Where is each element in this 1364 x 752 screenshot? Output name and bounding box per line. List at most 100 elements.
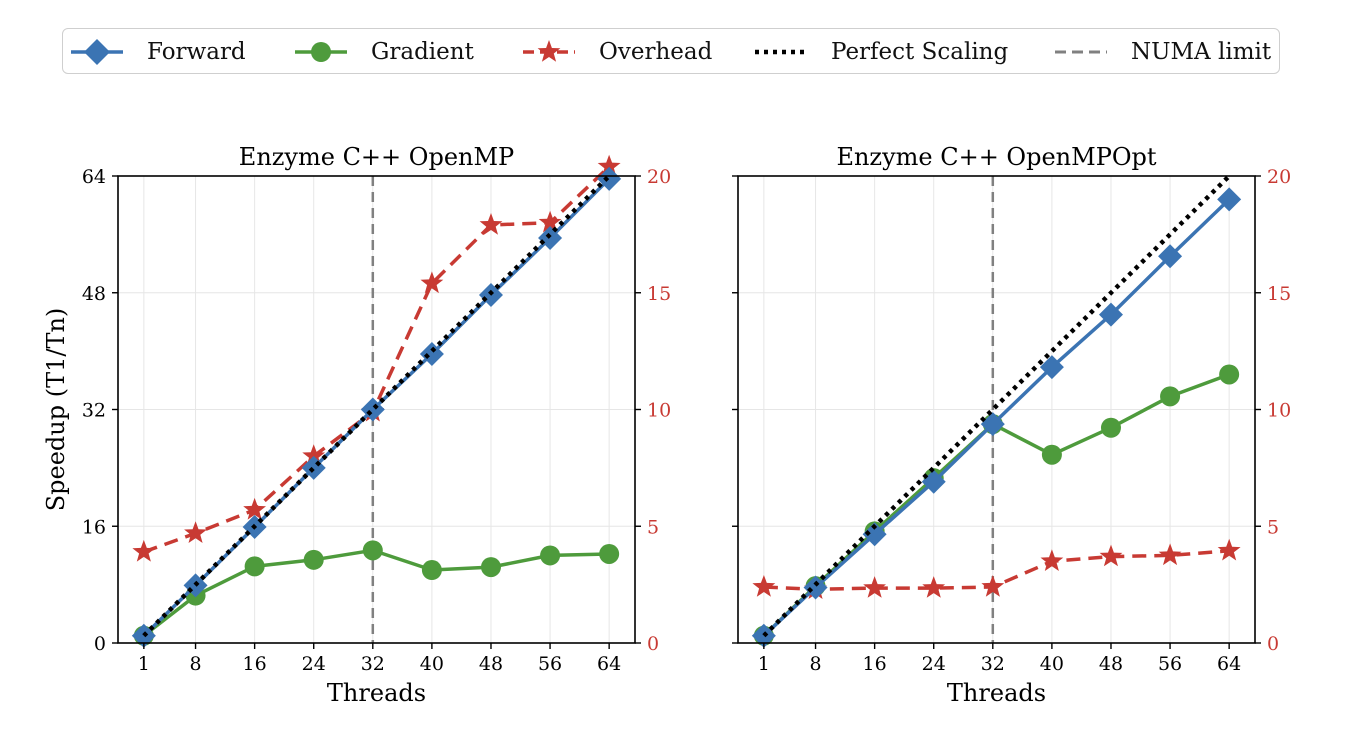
- x-tick-label: 16: [863, 653, 887, 675]
- series-line-gradient: [762, 372, 1230, 637]
- gradient-point: [1041, 444, 1062, 465]
- legend-label-forward: Forward: [147, 39, 246, 65]
- overhead-point: [1217, 538, 1241, 561]
- gradient-point: [244, 556, 265, 577]
- y2-tick-label: 10: [647, 400, 671, 422]
- x-axis-label: Threads: [947, 679, 1046, 707]
- legend-item-gradient: Gradient: [293, 29, 474, 75]
- x-tick-label: 40: [1040, 653, 1064, 675]
- x-tick-label: 32: [981, 653, 1005, 675]
- forward-point: [1098, 302, 1123, 327]
- forward-point: [980, 412, 1005, 437]
- legend-swatch-forward: [71, 39, 123, 65]
- forward-point: [1158, 244, 1183, 269]
- legend-label-overhead: Overhead: [599, 39, 713, 65]
- gradient-point: [421, 560, 442, 581]
- y2-tick-label: 20: [647, 166, 671, 188]
- overhead-point: [1099, 544, 1123, 567]
- x-tick-label: 8: [190, 653, 202, 675]
- x-tick-label: 32: [361, 653, 385, 675]
- chart-panel-1: 1 8 16 24 32 40 48 56 64 0 16 32 48 64 0 5 10 15 20 Enzyme …: [42, 143, 671, 707]
- y2-tick-label: 0: [1267, 633, 1279, 655]
- chart-title: Enzyme C++ OpenMP: [239, 143, 514, 171]
- overhead-point: [863, 576, 886, 598]
- forward-point: [301, 455, 326, 480]
- series-line-perfect-scaling: [762, 174, 1231, 638]
- forward-point: [360, 397, 385, 422]
- x-tick-label: 24: [302, 653, 326, 675]
- overhead-point: [981, 575, 1005, 597]
- y2-tick-label: 20: [1267, 166, 1291, 188]
- forward-point: [538, 226, 563, 251]
- y2-tick-label: 5: [1267, 516, 1279, 538]
- series-line-overhead: [143, 165, 611, 554]
- gradient-point: [599, 543, 620, 564]
- x-tick-label: 24: [922, 653, 946, 675]
- gradient-point: [480, 557, 501, 578]
- y-tick-label: 64: [82, 166, 106, 188]
- gradient-point: [1100, 417, 1121, 438]
- x-tick-label: 48: [479, 653, 503, 675]
- x-tick-label: 64: [597, 653, 621, 675]
- forward-point: [803, 575, 828, 600]
- y-tick-label: 16: [82, 516, 106, 538]
- y-tick-label: 32: [82, 400, 106, 422]
- overhead-point: [184, 521, 207, 543]
- overhead-point: [420, 271, 444, 294]
- legend-swatch-overhead: [523, 40, 575, 62]
- overhead-point: [479, 213, 503, 235]
- x-axis-label: Threads: [327, 679, 426, 707]
- overhead-point: [243, 497, 266, 520]
- y-tick-label: 48: [82, 283, 106, 305]
- x-tick-label: 64: [1217, 653, 1241, 675]
- x-tick-label: 1: [758, 653, 770, 675]
- y2-tick-label: 15: [647, 283, 671, 305]
- legend-swatch-gradient: [295, 42, 347, 62]
- chart-panel-2: 1 8 16 24 32 40 48 56 64 0 5 10 15 20 Enzyme C++ OpenM…: [732, 143, 1291, 707]
- overhead-point: [1158, 543, 1182, 566]
- legend-label-perfect-scaling: Perfect Scaling: [831, 39, 1009, 65]
- x-tick-label: 56: [1158, 653, 1182, 675]
- overhead-point: [538, 210, 562, 233]
- legend-item-perfect-scaling: Perfect Scaling: [753, 29, 1008, 75]
- legend-item-overhead: Overhead: [521, 29, 712, 75]
- y-tick-label: 0: [94, 633, 106, 655]
- series-line-gradient: [142, 548, 610, 638]
- overhead-point: [1040, 549, 1064, 571]
- gradient-point: [1160, 386, 1181, 407]
- x-tick-label: 56: [538, 653, 562, 675]
- x-tick-label: 1: [138, 653, 150, 675]
- x-tick-label: 40: [420, 653, 444, 675]
- series-line-perfect-scaling: [142, 174, 611, 638]
- x-tick-label: 48: [1099, 653, 1123, 675]
- legend-item-numa-limit: NUMA limit: [1053, 29, 1271, 75]
- gradient-point: [362, 540, 383, 561]
- gradient-point: [1219, 364, 1240, 385]
- y2-tick-label: 0: [647, 633, 659, 655]
- x-tick-label: 8: [810, 653, 822, 675]
- chart-legend: Forward Gradient Overhead Perfect Scalin…: [62, 28, 1280, 74]
- gradient-point: [303, 549, 324, 570]
- gradient-point: [540, 545, 561, 566]
- overhead-point: [922, 576, 946, 598]
- x-tick-label: 16: [243, 653, 267, 675]
- overhead-point: [752, 575, 776, 597]
- forward-point: [419, 342, 444, 367]
- legend-label-numa-limit: NUMA limit: [1131, 39, 1272, 65]
- overhead-point: [302, 444, 326, 466]
- forward-point: [1039, 355, 1064, 380]
- forward-point: [1217, 187, 1242, 212]
- legend-label-gradient: Gradient: [371, 39, 474, 65]
- chart-title: Enzyme C++ OpenMPOpt: [836, 143, 1156, 171]
- y2-tick-label: 15: [1267, 283, 1291, 305]
- forward-point: [597, 166, 622, 191]
- legend-swatch-numa-limit: [1055, 50, 1107, 54]
- forward-point: [751, 623, 776, 648]
- overhead-point: [132, 539, 156, 562]
- forward-point: [862, 522, 887, 547]
- y-axis-label: Speedup (T1/Tn): [42, 308, 70, 512]
- y2-tick-label: 10: [1267, 400, 1291, 422]
- overhead-point: [597, 154, 621, 177]
- legend-item-forward: Forward: [69, 29, 246, 75]
